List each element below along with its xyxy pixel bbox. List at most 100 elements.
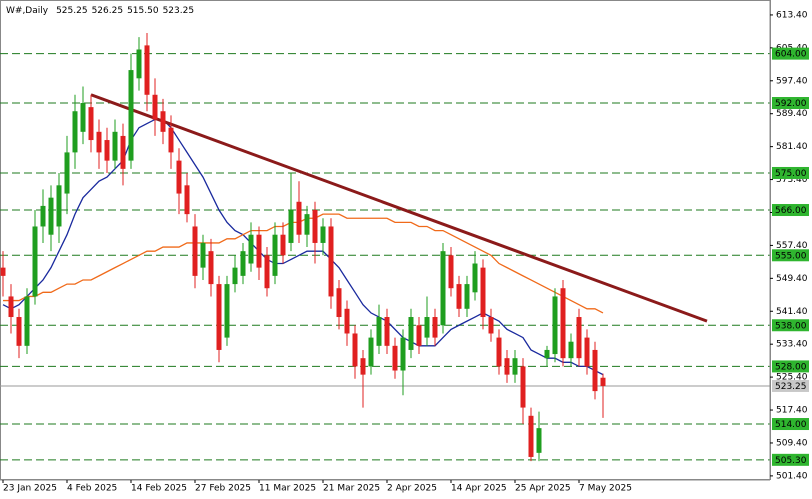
level-label: 528.00	[775, 362, 807, 372]
candle-body	[304, 214, 310, 235]
candle-body	[528, 415, 534, 457]
candle-body	[568, 341, 574, 359]
x-tick-label: 23 Jan 2025	[3, 484, 57, 494]
candle-body	[96, 131, 102, 153]
level-label-box	[772, 47, 809, 60]
candle-body	[144, 45, 150, 95]
level-label: 592.00	[775, 99, 807, 109]
x-tick-label: 7 May 2025	[579, 484, 632, 494]
y-tick-label: 613.40	[776, 10, 808, 20]
y-tick-label: 557.40	[776, 241, 808, 251]
level-label-box	[772, 319, 809, 332]
candle-body	[160, 111, 166, 132]
candle-body	[200, 242, 206, 268]
y-tick-label: 525.40	[776, 373, 808, 383]
candle-body	[432, 317, 438, 338]
candle-body	[536, 428, 542, 453]
candle-body	[176, 160, 182, 194]
candle-body	[496, 337, 502, 367]
candle-body	[232, 267, 238, 285]
x-tick-label: 27 Feb 2025	[195, 484, 251, 494]
x-tick-label: 21 Mar 2025	[323, 484, 380, 494]
x-tick-label: 14 Feb 2025	[131, 484, 187, 494]
level-label-box	[772, 453, 809, 466]
symbol: W#,Daily	[6, 6, 49, 16]
level-label: 575.00	[775, 169, 807, 179]
candle-body	[192, 226, 198, 276]
candle-body	[416, 325, 422, 346]
candle-body	[520, 366, 526, 408]
candle-body	[136, 49, 142, 79]
candle-body	[248, 234, 254, 264]
level-label: 566.00	[775, 206, 807, 216]
x-tick-label: 11 Mar 2025	[259, 484, 316, 494]
candle-body	[112, 131, 118, 161]
candle-body	[472, 263, 478, 293]
low-label: 515.50	[127, 6, 159, 16]
candle-body	[320, 226, 326, 243]
candle-body	[240, 251, 246, 276]
y-tick-label: 517.40	[776, 406, 808, 416]
candle-body	[216, 284, 222, 350]
candle-body	[64, 152, 70, 194]
level-label-box	[772, 418, 809, 431]
moving-average	[3, 213, 604, 314]
candle-body	[168, 127, 174, 153]
candle-body	[552, 296, 558, 355]
candle-body	[448, 255, 454, 289]
candle-body	[16, 317, 22, 346]
candle-body	[48, 197, 54, 235]
candle-body	[488, 317, 494, 334]
candle-body	[328, 226, 334, 297]
x-tick-label: 4 Feb 2025	[67, 484, 117, 494]
candle-body	[376, 317, 382, 346]
candle-body	[256, 234, 262, 268]
candle-body	[40, 205, 46, 227]
candle-body	[392, 345, 398, 371]
y-tick-label: 589.40	[776, 109, 808, 119]
candle-body	[128, 70, 134, 161]
x-tick-label: 2 Apr 2025	[387, 484, 437, 494]
candle-body	[600, 377, 606, 386]
level-label: 604.00	[775, 50, 807, 60]
candle-body	[272, 234, 278, 276]
candle-body	[504, 358, 510, 375]
y-tick-label: 509.40	[776, 438, 808, 448]
candle-body	[384, 317, 390, 346]
current-price-label: 523.25	[775, 382, 807, 392]
high-label: 526.25	[92, 6, 124, 16]
candle-body	[456, 284, 462, 309]
candle-body	[480, 267, 486, 318]
candle-body	[368, 337, 374, 367]
candle-body	[296, 201, 302, 235]
candle-body	[72, 111, 78, 153]
current-price-box	[772, 379, 809, 392]
candle-body	[576, 317, 582, 359]
candle-body	[88, 107, 94, 141]
y-tick-label: 501.40	[776, 471, 808, 481]
candle-body	[8, 296, 14, 318]
candle-body	[424, 317, 430, 338]
candle-body	[584, 337, 590, 367]
candle-body	[0, 267, 6, 276]
x-tick-label: 14 Apr 2025	[451, 484, 507, 494]
candle-body	[152, 94, 158, 120]
level-label: 555.00	[775, 251, 807, 261]
candle-body	[408, 317, 414, 350]
plot-frame	[0, 0, 771, 480]
y-tick-label: 541.40	[776, 307, 808, 317]
moving-average	[2, 118, 604, 376]
candle-body	[56, 185, 62, 227]
level-label: 505.30	[775, 456, 807, 466]
candle-body	[224, 284, 230, 338]
candle-body	[336, 288, 342, 318]
candle-body	[280, 234, 286, 256]
level-label-box	[772, 360, 809, 373]
x-tick-label: 25 Apr 2025	[515, 484, 571, 494]
header: W#,Daily 525.25 526.25 515.50 523.25	[6, 6, 194, 16]
y-tick-label: 597.40	[776, 76, 808, 86]
level-label-box	[772, 97, 809, 110]
y-tick-label: 581.40	[776, 142, 808, 152]
